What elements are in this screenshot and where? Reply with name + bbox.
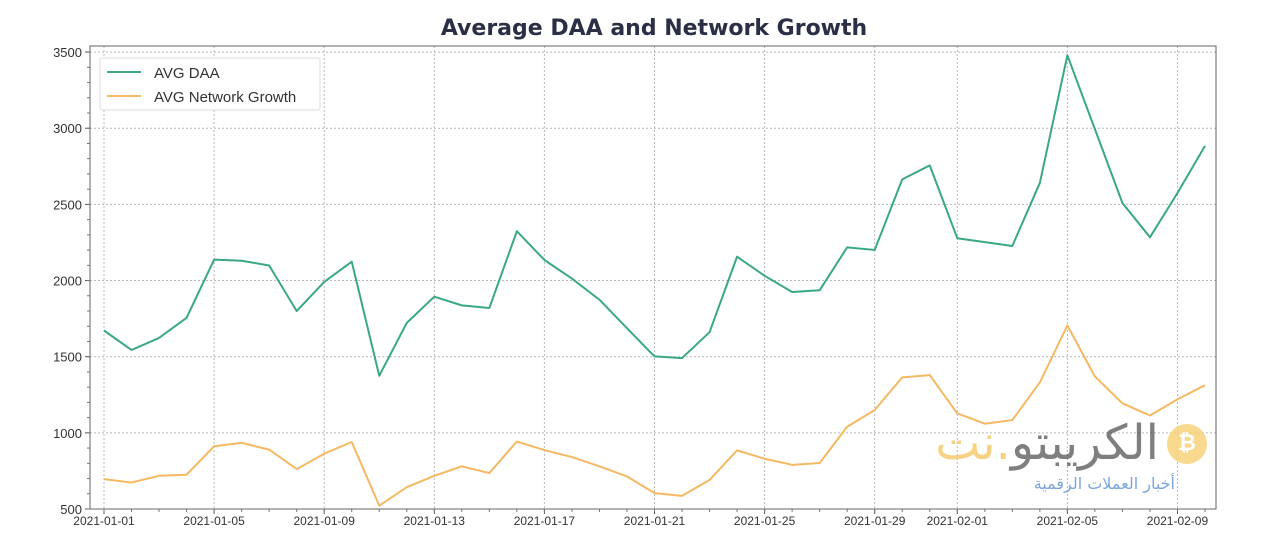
x-tick-label: 2021-01-21 (624, 514, 686, 528)
x-tick-label: 2021-01-05 (183, 514, 245, 528)
x-tick-label: 2021-02-01 (927, 514, 989, 528)
legend-box (99, 57, 321, 111)
x-tick-label: 2021-01-25 (734, 514, 796, 528)
y-tick-label: 3000 (53, 121, 82, 136)
x-tick-label: 2021-02-05 (1037, 514, 1099, 528)
x-tick-label: 2021-01-01 (73, 514, 135, 528)
x-tick-label: 2021-01-17 (514, 514, 576, 528)
y-tick-label: 2000 (53, 274, 82, 289)
legend-label: AVG Network Growth (154, 89, 296, 106)
x-tick-label: 2021-01-29 (844, 514, 906, 528)
x-tick-label: 2021-01-09 (294, 514, 356, 528)
y-tick-label: 1000 (53, 426, 82, 441)
legend: AVG DAA AVG Network Growth (99, 57, 321, 111)
plot-frame (89, 45, 1217, 510)
x-tick-label: 2021-01-13 (404, 514, 466, 528)
y-tick-label: 1500 (53, 350, 82, 365)
legend-label: AVG DAA (154, 65, 220, 82)
y-tick-label: 2500 (53, 197, 82, 212)
y-tick-label: 500 (60, 502, 82, 517)
x-tick-label: 2021-02-09 (1147, 514, 1209, 528)
y-tick-label: 3500 (53, 45, 82, 60)
chart-title: Average DAA and Network Growth (440, 16, 868, 41)
